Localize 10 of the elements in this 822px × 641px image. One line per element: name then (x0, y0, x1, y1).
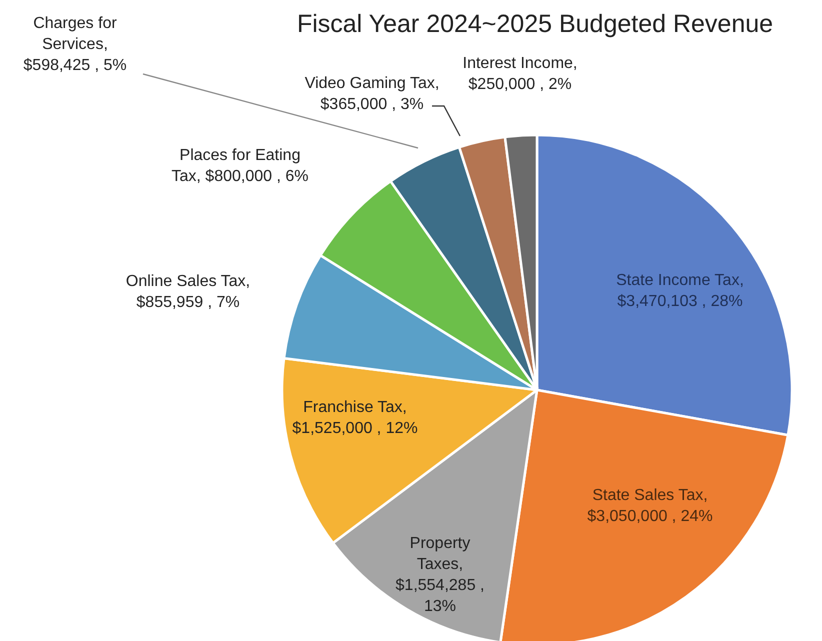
slice-label: Franchise Tax, $1,525,000 , 12% (292, 399, 418, 437)
slice-label: Property Taxes, $1,554,285 , 13% (396, 535, 484, 615)
slice-label: Interest Income, $250,000 , 2% (462, 55, 578, 93)
slice-label: Charges for Services, $598,425 , 5% (23, 15, 127, 74)
slice-label: Places for Eating Tax, $800,000 , 6% (172, 147, 308, 185)
slice-label: Video Gaming Tax, $365,000 , 3% (304, 75, 440, 113)
slice-label: State Income Tax, $3,470,103 , 28% (616, 272, 744, 310)
slice-label: State Sales Tax, $3,050,000 , 24% (587, 487, 713, 525)
slice-label: Online Sales Tax, $855,959 , 7% (126, 273, 250, 311)
chart-title: Fiscal Year 2024~2025 Budgeted Revenue (296, 10, 774, 38)
